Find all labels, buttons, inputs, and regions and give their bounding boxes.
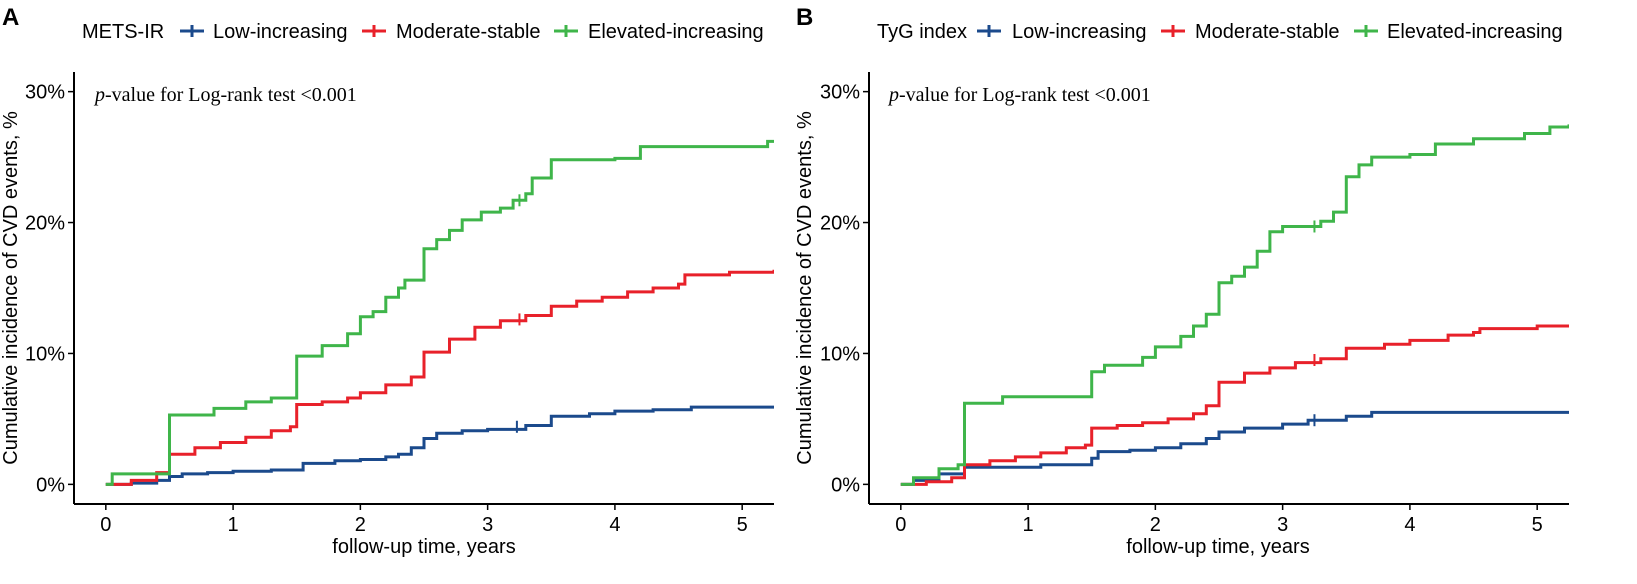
panel-b-x-tick-label: 4 xyxy=(1404,514,1415,536)
panel-a: A METS-IR Low-increasing Moderate-stable… xyxy=(0,4,774,558)
panel-b-series-elevated xyxy=(900,124,1569,486)
panel-a-legend-label-moderate: Moderate-stable xyxy=(396,21,541,43)
panel-a-legend: METS-IR Low-increasing Moderate-stable E… xyxy=(82,21,764,43)
panel-a-legend-key-elevated xyxy=(554,25,578,37)
panel-a-series-low xyxy=(105,405,774,486)
panel-b-x-axis-label: follow-up time, years xyxy=(1126,536,1309,558)
panel-b: B TyG index Low-increasing Moderate-stab… xyxy=(794,4,1569,558)
panel-a-y-tick-label: 0% xyxy=(36,474,65,496)
panel-a-legend-key-moderate xyxy=(362,25,386,37)
panel-b-y-tick-label: 10% xyxy=(820,343,860,365)
panel-b-x-tick-label: 0 xyxy=(895,514,906,536)
panel-b-y-axis-label: Cumulative incidence of CVD events, % xyxy=(794,111,816,465)
panel-a-y-tick-label: 30% xyxy=(25,82,65,104)
panel-b-annotation: p-value for Log-rank test <0.001 xyxy=(887,84,1151,106)
panel-a-y-tick-label: 10% xyxy=(25,343,65,365)
panel-b-x-tick-label: 2 xyxy=(1150,514,1161,536)
panel-b-y-tick-label: 30% xyxy=(820,82,860,104)
panel-b-legend-label-moderate: Moderate-stable xyxy=(1195,21,1340,43)
panel-b-x-tick-label: 3 xyxy=(1277,514,1288,536)
panel-a-x-tick-label: 5 xyxy=(737,514,748,536)
panel-b-legend-label-elevated: Elevated-increasing xyxy=(1387,21,1563,43)
panel-a-legend-key-low xyxy=(180,25,204,37)
panel-b-legend-key-elevated xyxy=(1354,25,1378,37)
panel-a-x-tick-label: 2 xyxy=(355,514,366,536)
panel-b-y-tick-label: 0% xyxy=(831,474,860,496)
panel-b-series-low xyxy=(900,410,1569,486)
panel-a-x-axis-label: follow-up time, years xyxy=(332,536,515,558)
panel-a-x-tick-label: 4 xyxy=(609,514,620,536)
panel-b-legend-key-low xyxy=(977,25,1001,37)
panel-a-label: A xyxy=(2,4,19,31)
panel-a-y-tick-label: 20% xyxy=(25,213,65,235)
panel-a-legend-title: METS-IR xyxy=(82,21,164,43)
panel-b-label: B xyxy=(796,4,813,31)
panel-b-legend-title: TyG index xyxy=(877,21,967,43)
panel-b-legend-key-moderate xyxy=(1161,25,1185,37)
panel-a-x-tick-label: 3 xyxy=(482,514,493,536)
panel-b-series-moderate xyxy=(900,324,1569,486)
panel-b-legend-label-low: Low-increasing xyxy=(1012,21,1147,43)
panel-b-x-tick-label: 5 xyxy=(1532,514,1543,536)
panel-a-legend-label-low: Low-increasing xyxy=(213,21,348,43)
panel-a-series-moderate xyxy=(105,269,774,486)
panel-a-plot: 0 1 2 3 4 5 0% 10% 20% 30% xyxy=(25,72,774,536)
panel-a-x-tick-label: 1 xyxy=(228,514,239,536)
panel-a-legend-label-elevated: Elevated-increasing xyxy=(588,21,764,43)
panel-a-x-tick-label: 0 xyxy=(100,514,111,536)
panel-b-legend: TyG index Low-increasing Moderate-stable… xyxy=(877,21,1563,43)
panel-a-y-axis-label: Cumulative incidence of CVD events, % xyxy=(0,111,22,465)
panel-b-x-tick-label: 1 xyxy=(1023,514,1034,536)
panel-a-series-elevated xyxy=(105,139,774,486)
panel-a-annotation: p-value for Log-rank test <0.001 xyxy=(93,84,357,106)
panel-b-plot: 0 1 2 3 4 5 0% 10% 20% 30% xyxy=(820,72,1569,536)
panel-b-y-tick-label: 20% xyxy=(820,213,860,235)
